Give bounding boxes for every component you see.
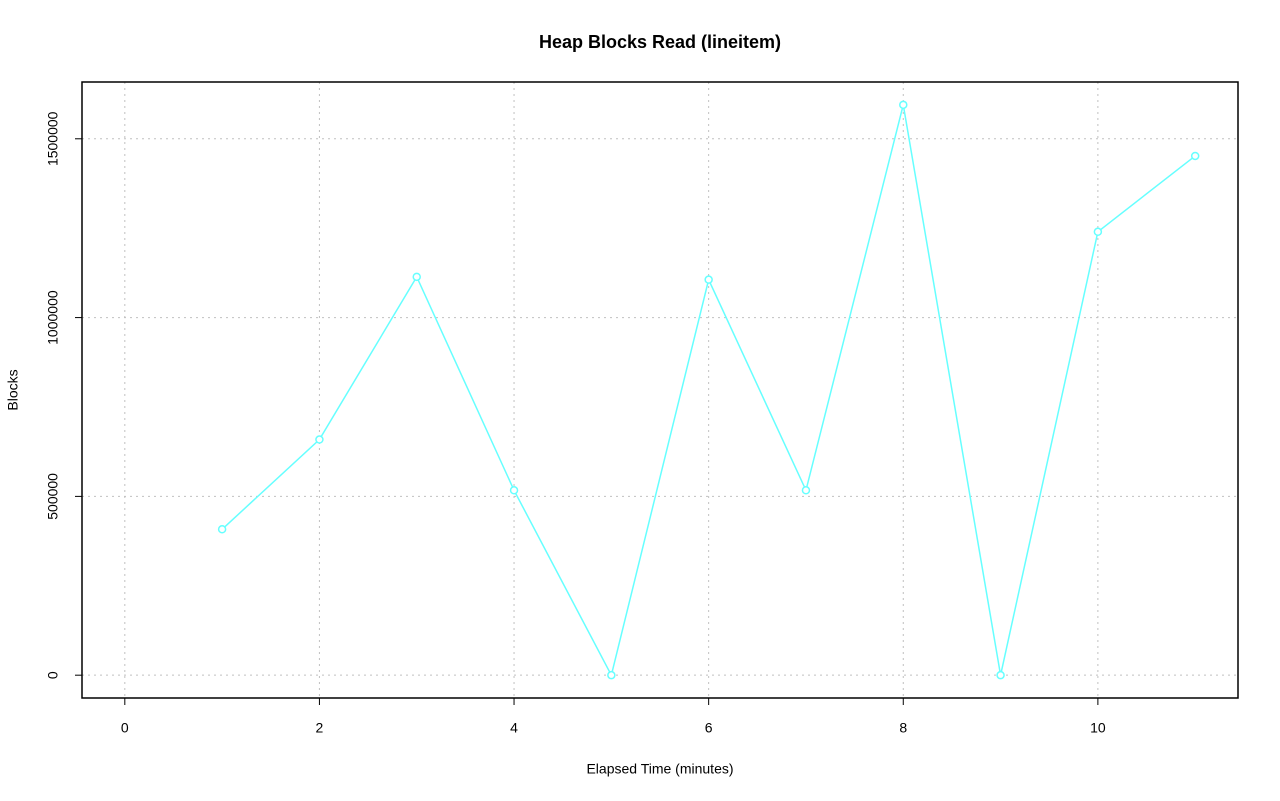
- point: [996, 670, 1005, 680]
- point: [1190, 151, 1200, 161]
- x-tick-label: 6: [705, 720, 713, 736]
- plot-frame: [81, 81, 1239, 699]
- y-tick-label: 500000: [45, 473, 61, 520]
- point: [1093, 227, 1103, 237]
- x-axis-label: Elapsed Time (minutes): [586, 761, 733, 777]
- point: [315, 435, 324, 444]
- x-tick-label: 4: [510, 720, 518, 736]
- chart-title: Heap Blocks Read (lineitem): [539, 32, 781, 52]
- x-tick-label: 10: [1090, 720, 1106, 736]
- point: [509, 486, 519, 495]
- y-axis-label: Blocks: [5, 369, 21, 410]
- point: [607, 670, 616, 680]
- y-tick-label: 1000000: [45, 290, 61, 345]
- point: [801, 486, 811, 495]
- point: [412, 272, 421, 282]
- x-tick-label: 2: [316, 720, 324, 736]
- x-tick-label: 0: [121, 720, 129, 736]
- y-tick-label: 1500000: [45, 111, 61, 166]
- x-tick-label: 8: [899, 720, 907, 736]
- point: [217, 525, 227, 534]
- point: [899, 100, 908, 110]
- y-tick-label: 0: [45, 671, 61, 679]
- point: [704, 275, 713, 284]
